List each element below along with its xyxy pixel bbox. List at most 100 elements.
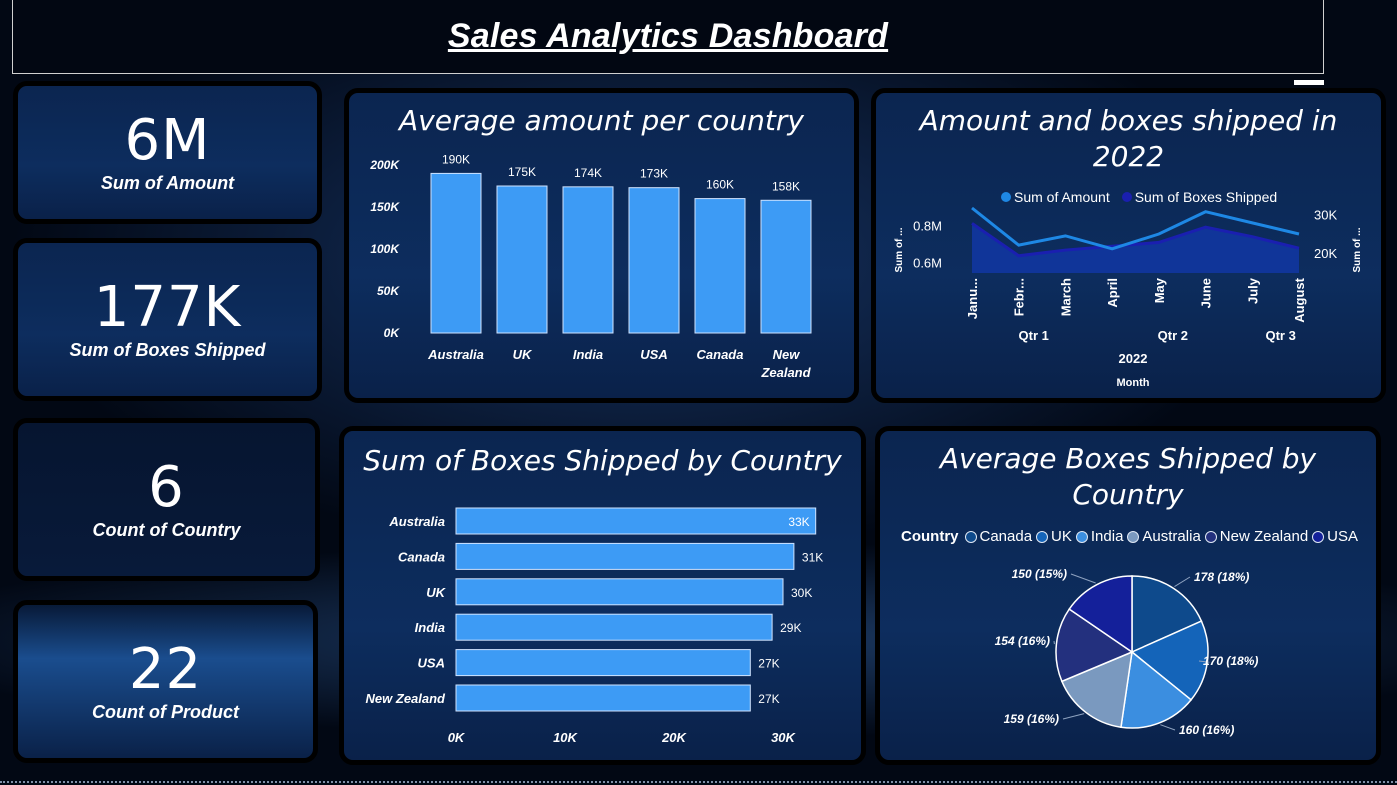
- series-line-amount: [971, 206, 1300, 251]
- chart-card-boxes-by-country[interactable]: Sum of Boxes Shipped by Country Australi…: [339, 426, 866, 765]
- bar-canada: [455, 542, 795, 570]
- chart-title: Sum of Boxes Shipped by Country: [363, 444, 842, 477]
- x-tick-label: Zealand: [760, 365, 811, 380]
- x-tick-label: India: [573, 347, 603, 362]
- data-label: 27K: [758, 657, 779, 671]
- y-tick-label: 200K: [369, 158, 400, 172]
- chart-card-avg-boxes-pie[interactable]: Average Boxes Shipped by Country Country…: [875, 426, 1381, 765]
- x-group-label: Qtr 1: [1019, 328, 1049, 343]
- x-tick-label: July: [1245, 277, 1260, 304]
- pie-data-label: 170 (18%): [1203, 654, 1258, 668]
- bar-usa: [628, 187, 680, 334]
- data-label: 190K: [442, 152, 470, 166]
- pie-leader-line: [1174, 576, 1191, 588]
- pie-leader-line: [1160, 724, 1176, 731]
- x-tick-label: USA: [640, 347, 667, 362]
- legend-item-uk: UK: [1051, 528, 1072, 545]
- right-tick-label: 20K: [1314, 246, 1337, 261]
- x-tick-label: 0K: [448, 730, 466, 745]
- y-tick-label: 100K: [370, 242, 400, 256]
- bar-usa: [455, 649, 751, 677]
- bar-india: [562, 186, 614, 334]
- kpi-card-sum-of-amount[interactable]: 6M Sum of Amount: [13, 81, 322, 224]
- pie-slice-canada: [1131, 575, 1203, 654]
- right-tick-label: 30K: [1314, 208, 1337, 223]
- pie-leader-line: [1062, 713, 1085, 720]
- kpi-value: 6: [148, 455, 185, 520]
- pie-leader-line: [1198, 660, 1210, 663]
- x-tick-label: 10K: [553, 730, 578, 745]
- y-tick-label: Australia: [388, 514, 445, 529]
- chart-legend: Sum of Amount Sum of Boxes Shipped: [1001, 189, 1277, 205]
- legend-item-usa: USA: [1327, 528, 1359, 545]
- chart-title: Average Boxes Shipped by Country: [939, 442, 1317, 511]
- data-label: 160K: [706, 178, 734, 192]
- legend-dot-canada: [964, 530, 977, 543]
- bottom-divider: [0, 781, 1397, 783]
- bar-new-zealand: [455, 684, 751, 712]
- bar-new-zealand: [760, 199, 812, 334]
- data-label: 31K: [802, 550, 823, 564]
- kpi-card-count-of-country[interactable]: 6 Count of Country: [13, 418, 320, 581]
- x-tick-label: May: [1152, 277, 1167, 303]
- x-tick-label: 30K: [771, 730, 796, 745]
- bar-uk: [496, 185, 548, 334]
- data-label: 29K: [780, 621, 801, 635]
- y-tick-label: Canada: [398, 549, 445, 564]
- y-tick-label: 0K: [384, 326, 401, 340]
- x-tick-label: June: [1199, 278, 1214, 308]
- data-label: 173K: [640, 167, 668, 181]
- pie-slice-australia: [1060, 650, 1133, 729]
- legend-item-australia: Australia: [1142, 528, 1201, 545]
- kpi-value: 22: [128, 637, 203, 702]
- kpi-label: Sum of Boxes Shipped: [69, 340, 266, 360]
- y-tick-label: USA: [418, 656, 445, 671]
- avg-boxes-pie-chart: 178 (18%) 170 (18%) 160 (16%) 159 (16%) 154 …: [995, 567, 1259, 737]
- y-axis-label-left: Sum of ...: [894, 227, 905, 272]
- bar-canada: [694, 198, 746, 334]
- y-tick-label: New Zealand: [366, 691, 447, 706]
- pie-data-label: 160 (16%): [1179, 723, 1234, 737]
- x-tick-label: March: [1058, 278, 1073, 316]
- kpi-label: Count of Country: [92, 520, 241, 540]
- legend-dot-uk: [1036, 530, 1049, 543]
- pie-slice-india: [1120, 650, 1193, 729]
- pie-data-label: 178 (18%): [1194, 570, 1249, 584]
- kpi-card-sum-of-boxes-shipped[interactable]: 177K Sum of Boxes Shipped: [13, 238, 322, 401]
- legend-title: Country: [901, 528, 959, 545]
- bar-india: [455, 613, 773, 641]
- pie-data-label: 154 (16%): [995, 634, 1050, 648]
- x-axis-title: Month: [1117, 377, 1150, 389]
- kpi-card-count-of-product[interactable]: 22 Count of Product: [13, 600, 318, 763]
- x-tick-label: Australia: [427, 347, 484, 362]
- chart-card-average-amount[interactable]: Average amount per country 0K 50K 100K 150K…: [344, 88, 859, 403]
- legend-dot-boxes: [1121, 192, 1132, 202]
- legend-dot-india: [1075, 530, 1088, 543]
- pie-slice-usa: [1068, 575, 1133, 654]
- pie-data-label: 159 (16%): [1004, 712, 1059, 726]
- chart-card-amount-boxes-2022[interactable]: Amount and boxes shipped in 2022 Sum of …: [871, 88, 1386, 403]
- data-label: 33K: [788, 515, 809, 529]
- pie-leader-line: [1070, 573, 1096, 584]
- kpi-value: 6M: [124, 108, 211, 173]
- legend-dot-amount: [1001, 192, 1011, 202]
- dashboard-header: Sales Analytics Dashboard: [12, 0, 1324, 74]
- legend-dot-new-zealand: [1204, 530, 1217, 543]
- x-tick-label: August: [1292, 277, 1307, 322]
- y-axis-label-right: Sum of ...: [1352, 227, 1363, 272]
- x-group-label: Qtr 2: [1158, 328, 1188, 343]
- dashboard-title: Sales Analytics Dashboard: [447, 17, 889, 55]
- boxes-by-country-chart: Australia 33K Canada 31K UK 30K India 29K USA 27K…: [366, 507, 823, 745]
- legend-dot-usa: [1312, 530, 1325, 543]
- y-tick-label: UK: [426, 585, 446, 600]
- bar-australia: [430, 172, 482, 334]
- bar-australia: [455, 507, 817, 535]
- kpi-label: Sum of Amount: [100, 173, 235, 193]
- legend-dot-australia: [1127, 530, 1140, 543]
- data-label: 30K: [791, 586, 812, 600]
- left-tick-label: 0.6M: [913, 256, 942, 271]
- x-tick-label: April: [1105, 278, 1120, 308]
- kpi-value: 177K: [93, 275, 242, 340]
- amount-boxes-line-chart: 0.6M 0.8M 20K 30K Sum of ... Sum of ... Janu..…: [894, 206, 1363, 389]
- x-tick-label: UK: [513, 347, 533, 362]
